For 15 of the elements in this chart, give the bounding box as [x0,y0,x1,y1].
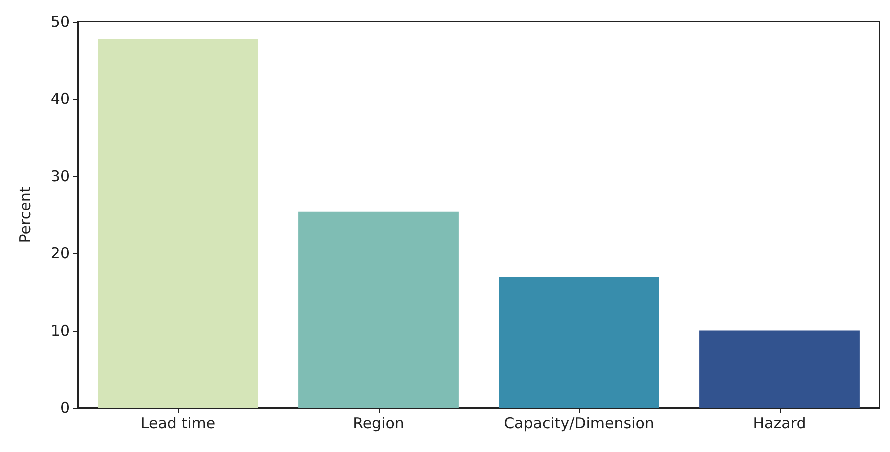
bar [499,278,660,408]
x-tick-label: Lead time [140,414,216,432]
y-axis-title: Percent [16,186,34,244]
y-tick-label: 50 [50,13,70,31]
y-tick-label: 20 [50,244,70,263]
bar [98,38,258,408]
y-tick-label: 0 [60,399,70,417]
y-tick-label: 10 [50,322,70,340]
y-tick-label: 30 [50,167,70,186]
x-tick-label: Region [353,414,404,432]
bar [700,330,860,408]
x-tick-label: Hazard [753,414,806,432]
bar [298,212,459,408]
x-tick-label: Capacity/Dimension [504,414,654,432]
y-tick-label: 40 [50,90,70,108]
